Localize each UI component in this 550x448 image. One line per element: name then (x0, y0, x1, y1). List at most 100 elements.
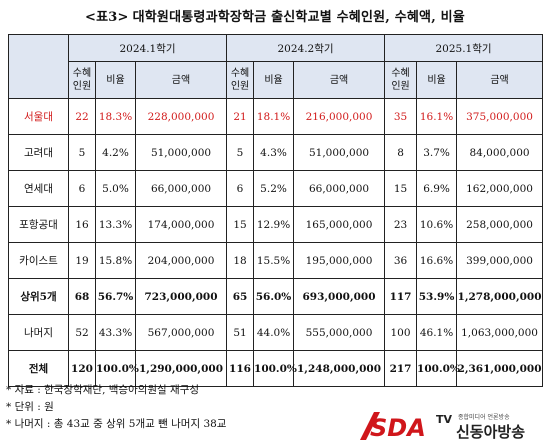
amount-cell: 1,063,000,000 (457, 315, 543, 351)
recipients-cell: 5 (227, 135, 254, 171)
ratio-cell: 16.1% (417, 99, 457, 135)
period-header: 2025.1학기 (385, 35, 543, 62)
school-cell: 나머지 (9, 315, 69, 351)
amount-cell: 51,000,000 (294, 135, 385, 171)
school-cell: 포항공대 (9, 207, 69, 243)
amount-cell: 204,000,000 (136, 243, 227, 279)
amount-header: 금액 (136, 62, 227, 99)
ratio-cell: 56.0% (254, 279, 294, 315)
note-source: * 자료 : 한국장학재단, 백승아의원실 재구성 (6, 382, 226, 399)
recipients-header: 수혜 인원 (385, 62, 417, 99)
recipients-cell: 22 (69, 99, 96, 135)
recipients-cell: 51 (227, 315, 254, 351)
amount-cell: 2,361,000,000 (457, 351, 543, 387)
recipients-header: 수혜 인원 (227, 62, 254, 99)
amount-cell: 555,000,000 (294, 315, 385, 351)
school-cell: 카이스트 (9, 243, 69, 279)
amount-header: 금액 (457, 62, 543, 99)
table-body: 서울대 22 18.3% 228,000,000 21 18.1% 216,000,000 3… (9, 99, 543, 387)
ratio-cell: 10.6% (417, 207, 457, 243)
amount-cell: 216,000,000 (294, 99, 385, 135)
recipients-cell: 116 (227, 351, 254, 387)
ratio-cell: 4.3% (254, 135, 294, 171)
ratio-cell: 3.7% (417, 135, 457, 171)
logo-mark-text: SDA (370, 414, 426, 442)
sda-logo-mark: SDA TV (352, 410, 456, 442)
logo-subtitle: 종합미디어 언론방송 (458, 412, 510, 421)
amount-cell: 162,000,000 (457, 171, 543, 207)
table-row: 포항공대 16 13.3% 174,000,000 15 12.9% 165,000,000… (9, 207, 543, 243)
amount-cell: 51,000,000 (136, 135, 227, 171)
ratio-cell: 6.9% (417, 171, 457, 207)
school-cell: 고려대 (9, 135, 69, 171)
amount-cell: 567,000,000 (136, 315, 227, 351)
amount-cell: 228,000,000 (136, 99, 227, 135)
amount-cell: 165,000,000 (294, 207, 385, 243)
recipients-cell: 6 (69, 171, 96, 207)
table-number: <표3> (85, 10, 129, 25)
amount-cell: 1,248,000,000 (294, 351, 385, 387)
table-row: 상위5개 68 56.7% 723,000,000 65 56.0% 693,000,000… (9, 279, 543, 315)
ratio-cell: 18.3% (96, 99, 136, 135)
ratio-cell: 15.5% (254, 243, 294, 279)
ratio-cell: 44.0% (254, 315, 294, 351)
ratio-cell: 56.7% (96, 279, 136, 315)
notes: * 자료 : 한국장학재단, 백승아의원실 재구성 * 단위 : 원 * 나머지… (6, 382, 226, 433)
recipients-cell: 36 (385, 243, 417, 279)
table-row: 연세대 6 5.0% 66,000,000 6 5.2% 66,000,000 15 6.9% 1… (9, 171, 543, 207)
table-row: 카이스트 19 15.8% 204,000,000 18 15.5% 195,000,000… (9, 243, 543, 279)
header-row-periods: 2024.1학기 2024.2학기 2025.1학기 (9, 35, 543, 62)
ratio-cell: 12.9% (254, 207, 294, 243)
recipients-cell: 117 (385, 279, 417, 315)
amount-cell: 375,000,000 (457, 99, 543, 135)
recipients-cell: 15 (227, 207, 254, 243)
ratio-cell: 4.2% (96, 135, 136, 171)
ratio-cell: 53.9% (417, 279, 457, 315)
data-table: 2024.1학기 2024.2학기 2025.1학기 수혜 인원 비율 금액 수혜… (8, 34, 543, 387)
school-cell: 서울대 (9, 99, 69, 135)
recipients-cell: 18 (227, 243, 254, 279)
ratio-cell: 5.2% (254, 171, 294, 207)
recipients-cell: 19 (69, 243, 96, 279)
ratio-cell: 16.6% (417, 243, 457, 279)
recipients-cell: 21 (227, 99, 254, 135)
header-row-columns: 수혜 인원 비율 금액 수혜 인원 비율 금액 수혜 인원 비율 금액 (9, 62, 543, 99)
ratio-cell: 15.8% (96, 243, 136, 279)
recipients-cell: 16 (69, 207, 96, 243)
amount-cell: 258,000,000 (457, 207, 543, 243)
ratio-cell: 100.0% (254, 351, 294, 387)
table-row: 나머지 52 43.3% 567,000,000 51 44.0% 555,000,000 1… (9, 315, 543, 351)
recipients-cell: 65 (227, 279, 254, 315)
amount-cell: 693,000,000 (294, 279, 385, 315)
table-row: 서울대 22 18.3% 228,000,000 21 18.1% 216,000,000 3… (9, 99, 543, 135)
amount-cell: 174,000,000 (136, 207, 227, 243)
amount-cell: 66,000,000 (136, 171, 227, 207)
recipients-cell: 8 (385, 135, 417, 171)
ratio-header: 비율 (417, 62, 457, 99)
logo-name: 신동아방송 (456, 421, 525, 442)
note-unit: * 단위 : 원 (6, 399, 226, 416)
amount-cell: 66,000,000 (294, 171, 385, 207)
recipients-cell: 68 (69, 279, 96, 315)
amount-cell: 399,000,000 (457, 243, 543, 279)
amount-header: 금액 (294, 62, 385, 99)
ratio-header: 비율 (96, 62, 136, 99)
school-cell: 상위5개 (9, 279, 69, 315)
recipients-header: 수혜 인원 (69, 62, 96, 99)
ratio-cell: 18.1% (254, 99, 294, 135)
recipients-cell: 100 (385, 315, 417, 351)
corner-cell (9, 35, 69, 99)
recipients-cell: 35 (385, 99, 417, 135)
period-header: 2024.2학기 (227, 35, 385, 62)
ratio-cell: 43.3% (96, 315, 136, 351)
amount-cell: 84,000,000 (457, 135, 543, 171)
school-cell: 연세대 (9, 171, 69, 207)
amount-cell: 723,000,000 (136, 279, 227, 315)
table-row: 고려대 5 4.2% 51,000,000 5 4.3% 51,000,000 8 3.7% 84… (9, 135, 543, 171)
ratio-cell: 5.0% (96, 171, 136, 207)
amount-cell: 195,000,000 (294, 243, 385, 279)
note-others: * 나머지 : 총 43교 중 상위 5개교 뺀 나머지 38교 (6, 416, 226, 433)
ratio-cell: 100.0% (417, 351, 457, 387)
recipients-cell: 15 (385, 171, 417, 207)
period-header: 2024.1학기 (69, 35, 227, 62)
